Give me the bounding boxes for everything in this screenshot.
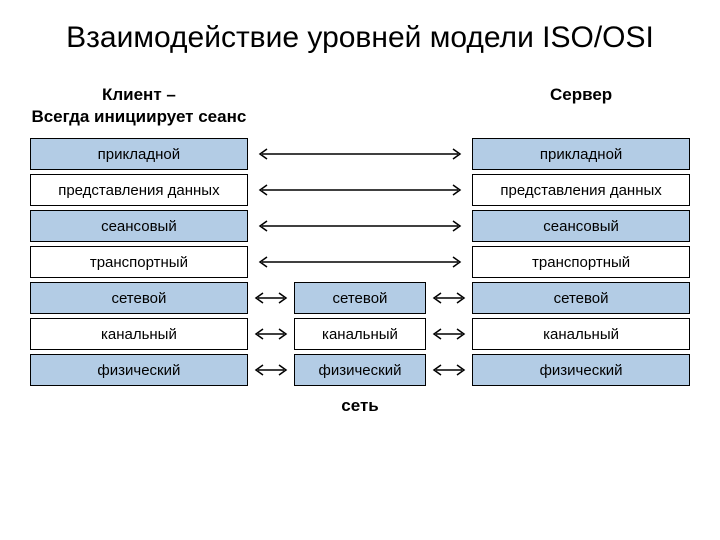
- arrow-double-icon: [248, 246, 472, 278]
- footer-label: сеть: [30, 396, 690, 416]
- layer-row: канальный канальный канальный: [30, 318, 690, 350]
- layer-cell-right: канальный: [472, 318, 690, 350]
- arrow-double-icon: [248, 210, 472, 242]
- layer-cell-mid: сетевой: [294, 282, 426, 314]
- arrow-double-icon: [248, 318, 294, 350]
- arrow-double-icon: [426, 354, 472, 386]
- server-header: Сервер: [472, 84, 690, 128]
- arrow-double-icon: [248, 138, 472, 170]
- layer-row: сетевой сетевой сетевой: [30, 282, 690, 314]
- layer-cell-right: физический: [472, 354, 690, 386]
- layer-cell-right: транспортный: [472, 246, 690, 278]
- layer-cell-right: представления данных: [472, 174, 690, 206]
- layer-cell-left: прикладной: [30, 138, 248, 170]
- arrow-double-icon: [248, 174, 472, 206]
- layer-cell-left: транспортный: [30, 246, 248, 278]
- layer-cell-left: канальный: [30, 318, 248, 350]
- layer-cell-left: физический: [30, 354, 248, 386]
- layer-row: транспортный транспортный: [30, 246, 690, 278]
- layer-row: физический физический физический: [30, 354, 690, 386]
- layer-row: сеансовый сеансовый: [30, 210, 690, 242]
- layer-cell-mid: канальный: [294, 318, 426, 350]
- layer-row: прикладной прикладной: [30, 138, 690, 170]
- layer-cell-left: сетевой: [30, 282, 248, 314]
- arrow-double-icon: [426, 318, 472, 350]
- arrow-double-icon: [248, 354, 294, 386]
- client-header: Клиент –Всегда инициирует сеанс: [30, 84, 248, 128]
- arrow-double-icon: [426, 282, 472, 314]
- arrow-double-icon: [248, 282, 294, 314]
- layer-cell-left: представления данных: [30, 174, 248, 206]
- layer-cell-left: сеансовый: [30, 210, 248, 242]
- column-headers: Клиент –Всегда инициирует сеанс Сервер: [30, 84, 690, 128]
- layer-cell-right: сеансовый: [472, 210, 690, 242]
- layer-row: представления данных представления данных: [30, 174, 690, 206]
- layer-cell-right: сетевой: [472, 282, 690, 314]
- layer-cell-right: прикладной: [472, 138, 690, 170]
- layer-cell-mid: физический: [294, 354, 426, 386]
- layer-rows: прикладной прикладной представления данных…: [30, 138, 690, 386]
- page-title: Взаимодействие уровней модели ISO/OSI: [30, 20, 690, 56]
